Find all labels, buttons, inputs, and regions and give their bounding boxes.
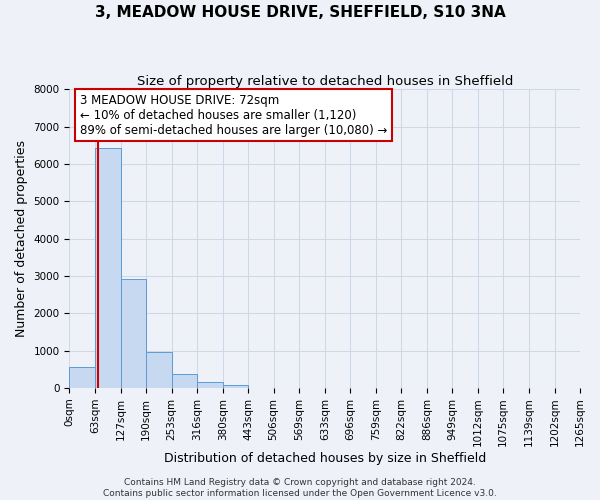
Bar — [172, 374, 197, 388]
Bar — [70, 368, 95, 388]
Text: 3, MEADOW HOUSE DRIVE, SHEFFIELD, S10 3NA: 3, MEADOW HOUSE DRIVE, SHEFFIELD, S10 3N… — [95, 5, 505, 20]
Text: 3 MEADOW HOUSE DRIVE: 72sqm
← 10% of detached houses are smaller (1,120)
89% of : 3 MEADOW HOUSE DRIVE: 72sqm ← 10% of det… — [80, 94, 387, 136]
Bar — [223, 386, 248, 388]
X-axis label: Distribution of detached houses by size in Sheffield: Distribution of detached houses by size … — [164, 452, 486, 465]
Bar — [197, 382, 223, 388]
Bar — [121, 279, 146, 388]
Bar — [95, 148, 121, 388]
Y-axis label: Number of detached properties: Number of detached properties — [15, 140, 28, 337]
Text: Contains HM Land Registry data © Crown copyright and database right 2024.
Contai: Contains HM Land Registry data © Crown c… — [103, 478, 497, 498]
Title: Size of property relative to detached houses in Sheffield: Size of property relative to detached ho… — [137, 75, 513, 88]
Bar — [146, 352, 172, 388]
